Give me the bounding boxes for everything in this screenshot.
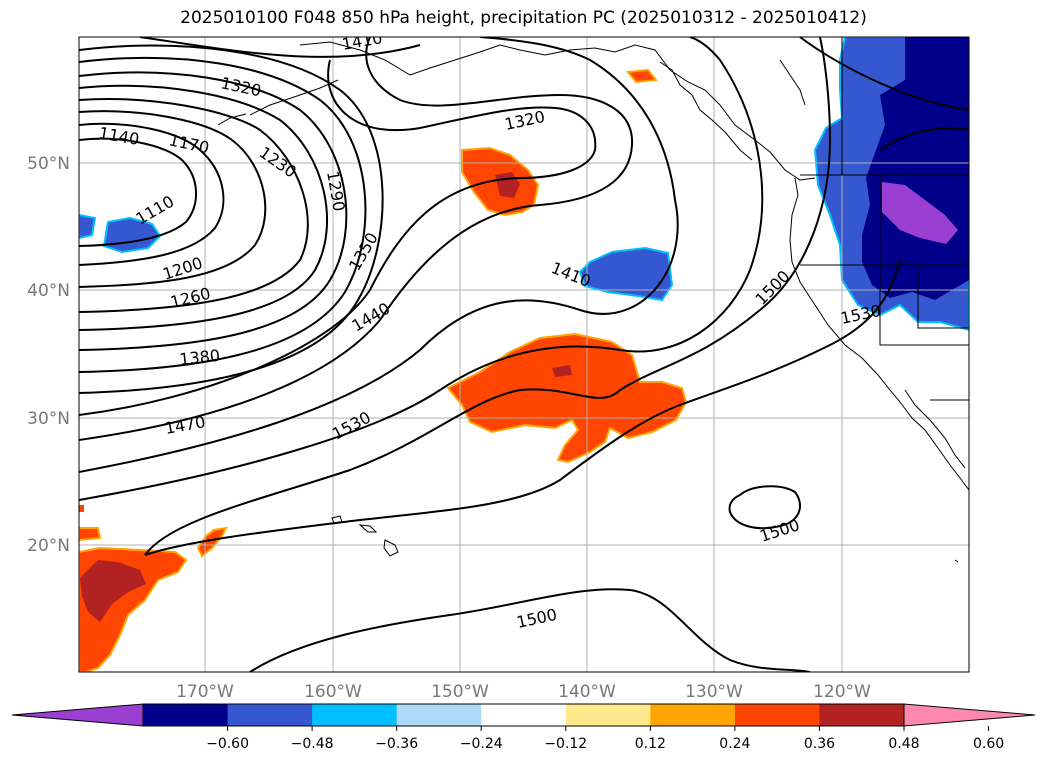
colorbar-extend-high: [903, 703, 1036, 727]
colorbar-segment: [650, 704, 736, 726]
colorbar-tick-label: 0.24: [719, 736, 750, 752]
chart-title: 2025010100 F048 850 hPa height, precipit…: [180, 8, 867, 28]
colorbar-tick-label: 0.48: [888, 736, 919, 752]
contour-label: 1380: [178, 346, 220, 369]
precip-area-small-positive-3: [79, 505, 84, 512]
colorbar-tick-label: 0.60: [973, 736, 1004, 752]
colorbar-segment: [396, 704, 482, 726]
colorbar-segment: [227, 704, 313, 726]
colorbar-segment: [819, 704, 905, 726]
precip-area-small-positive-1: [79, 527, 102, 542]
height-contours: [79, 37, 969, 672]
precip-area-subtropical-positive: [446, 332, 688, 464]
colorbar-segment: [143, 704, 229, 726]
lon-label-130w: 130°W: [685, 682, 743, 702]
precip-area-subtropical-core: [552, 365, 572, 377]
colorbar-border: [142, 703, 905, 727]
colorbar-segment: [481, 704, 567, 726]
colorbar-tick-label: −0.24: [460, 736, 503, 752]
lat-label-40n: 40°N: [27, 281, 70, 301]
lat-label-30n: 30°N: [27, 409, 70, 429]
precip-area-gulf-positive: [626, 68, 658, 84]
colorbar-segment: [565, 704, 651, 726]
lat-label-20n: 20°N: [27, 536, 70, 556]
colorbar-tick-label: −0.36: [375, 736, 418, 752]
lat-label-50n: 50°N: [27, 154, 70, 174]
gridlines: [79, 37, 969, 672]
coastlines: [217, 41, 969, 563]
colorbar: −0.60 −0.48 −0.36 −0.24 −0.12 0.12 0.24 0.36 0.4…: [11, 703, 1036, 752]
colorbar-segment: [312, 704, 398, 726]
precip-area-northwest-us-peak: [882, 182, 958, 244]
precip-area-central-negative: [578, 246, 674, 302]
precip-area-west-negative: [79, 213, 97, 240]
lon-label-160w: 160°W: [304, 682, 362, 702]
colorbar-tick-label: 0.12: [635, 736, 666, 752]
colorbar-extend-low: [11, 703, 144, 727]
latitude-labels: 50°N 40°N 30°N 20°N: [27, 154, 70, 556]
plot-border: [78, 36, 970, 673]
colorbar-tick-label: 0.36: [804, 736, 835, 752]
lon-label-170w: 170°W: [176, 682, 234, 702]
longitude-labels: 170°W 160°W 150°W 140°W 130°W 120°W: [176, 682, 871, 702]
precip-area-southwest-core: [80, 560, 146, 622]
lon-label-120w: 120°W: [813, 682, 871, 702]
colorbar-segment: [734, 704, 820, 726]
colorbar-tick-label: −0.48: [291, 736, 334, 752]
lon-label-140w: 140°W: [558, 682, 616, 702]
colorbar-tick-label: −0.60: [206, 736, 249, 752]
lon-label-150w: 150°W: [431, 682, 489, 702]
colorbar-tick-label: −0.12: [544, 736, 587, 752]
